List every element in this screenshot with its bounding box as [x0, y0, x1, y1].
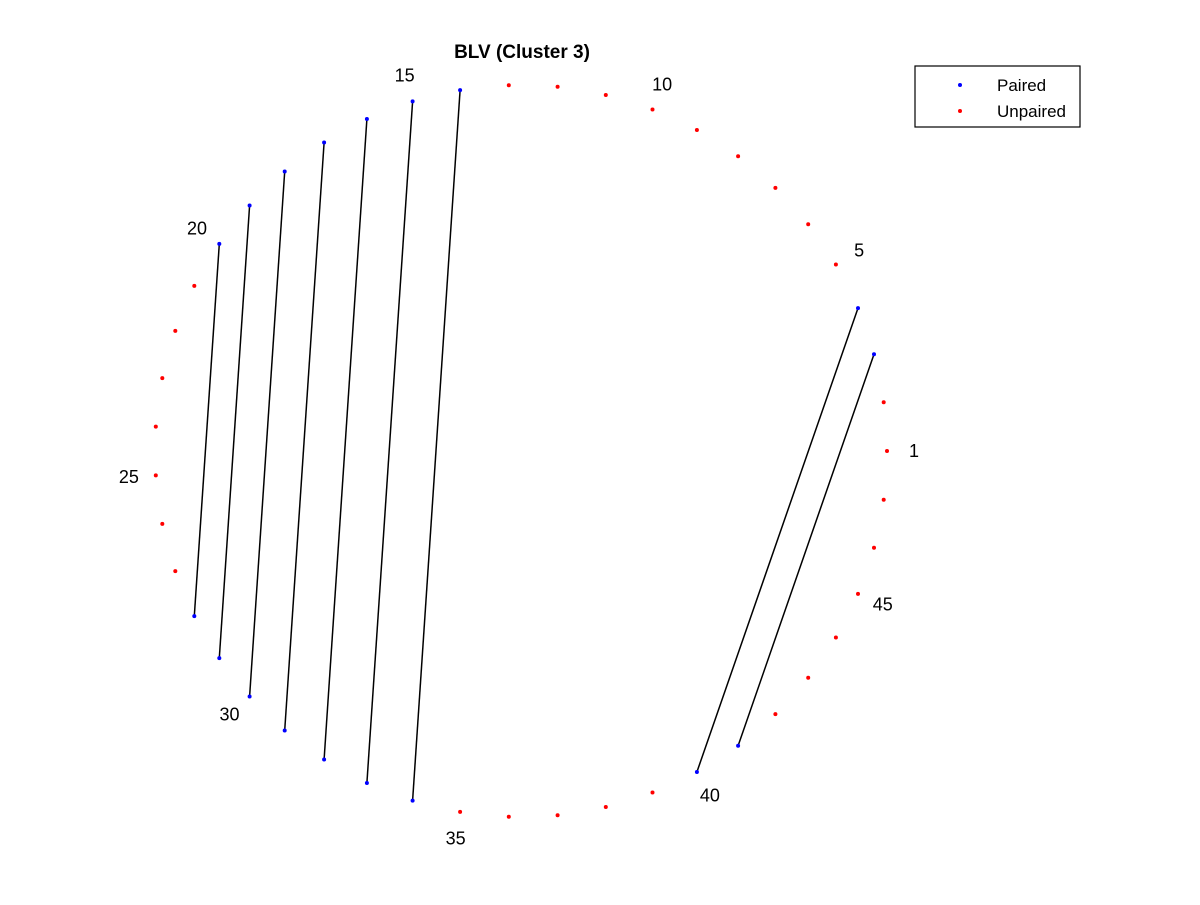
unpaired-point-39 [650, 790, 655, 795]
paired-point-40 [694, 770, 699, 774]
legend-label-paired: Paired [997, 76, 1046, 95]
unpaired-point-8 [736, 154, 741, 159]
unpaired-point-5 [833, 262, 838, 267]
unpaired-point-37 [555, 813, 560, 818]
unpaired-point-9 [694, 128, 699, 132]
unpaired-point-35 [458, 809, 463, 814]
pair-line-20-28 [193, 243, 221, 617]
unpaired-point-47 [881, 497, 886, 502]
paired-point-4 [856, 306, 860, 311]
paired-point-18 [282, 169, 287, 174]
unpaired-point-25 [153, 473, 158, 478]
paired-point-19 [247, 203, 252, 208]
paired-point-14 [458, 88, 463, 93]
unpaired-point-36 [506, 814, 511, 819]
paired-point-28 [192, 614, 197, 619]
paired-point-32 [322, 757, 327, 762]
unpaired-point-1 [885, 449, 889, 453]
pair-line-4-40 [696, 307, 859, 773]
position-label-20: 20 [187, 219, 207, 239]
paired-point-17 [322, 140, 327, 145]
unpaired-point-43 [806, 675, 811, 680]
position-label-40: 40 [700, 786, 720, 806]
pair-line-15-33 [366, 101, 414, 784]
nucleotide-points [153, 83, 889, 819]
unpaired-point-12 [555, 84, 560, 89]
paired-point-33 [364, 781, 369, 785]
unpaired-point-7 [773, 185, 778, 190]
unpaired-point-46 [872, 545, 876, 550]
legend: Paired Unpaired [914, 65, 1081, 128]
unpaired-point-45 [856, 591, 860, 596]
position-label-5: 5 [854, 241, 864, 261]
legend-marker-unpaired [958, 109, 962, 113]
unpaired-point-38 [603, 805, 608, 809]
paired-point-3 [872, 352, 876, 357]
unpaired-point-44 [833, 635, 838, 640]
unpaired-point-6 [806, 222, 811, 227]
unpaired-point-23 [160, 376, 165, 381]
paired-point-15 [410, 99, 415, 104]
paired-point-29 [217, 656, 222, 661]
legend-box [914, 65, 1081, 128]
pair-line-14-34 [411, 90, 461, 801]
pair-line-3-41 [737, 354, 875, 746]
position-label-1: 1 [909, 441, 919, 461]
position-label-15: 15 [395, 66, 415, 86]
pair-line-17-31 [283, 142, 325, 731]
chart-title: BLV (Cluster 3) [454, 42, 590, 63]
unpaired-point-10 [650, 107, 655, 112]
unpaired-point-21 [192, 283, 197, 288]
position-label-25: 25 [119, 467, 139, 487]
paired-point-20 [217, 241, 222, 246]
paired-point-41 [736, 743, 741, 748]
position-label-30: 30 [219, 705, 239, 725]
paired-point-16 [364, 117, 369, 121]
pair-line-18-30 [248, 171, 286, 697]
paired-point-34 [410, 798, 415, 803]
unpaired-point-13 [506, 83, 511, 88]
unpaired-point-42 [773, 712, 778, 717]
unpaired-point-11 [603, 93, 608, 97]
position-label-45: 45 [873, 594, 893, 614]
position-label-10: 10 [652, 74, 672, 94]
unpaired-point-24 [153, 424, 158, 429]
unpaired-point-27 [173, 569, 178, 574]
pair-lines [193, 90, 875, 801]
legend-label-unpaired: Unpaired [997, 102, 1066, 121]
position-label-35: 35 [446, 829, 466, 849]
pair-line-19-29 [218, 205, 251, 659]
pair-line-16-32 [323, 118, 368, 760]
paired-point-30 [247, 694, 252, 699]
unpaired-point-2 [881, 400, 886, 405]
legend-marker-paired [958, 83, 962, 87]
paired-point-31 [282, 728, 287, 733]
unpaired-point-26 [160, 521, 165, 526]
unpaired-point-22 [173, 328, 178, 333]
